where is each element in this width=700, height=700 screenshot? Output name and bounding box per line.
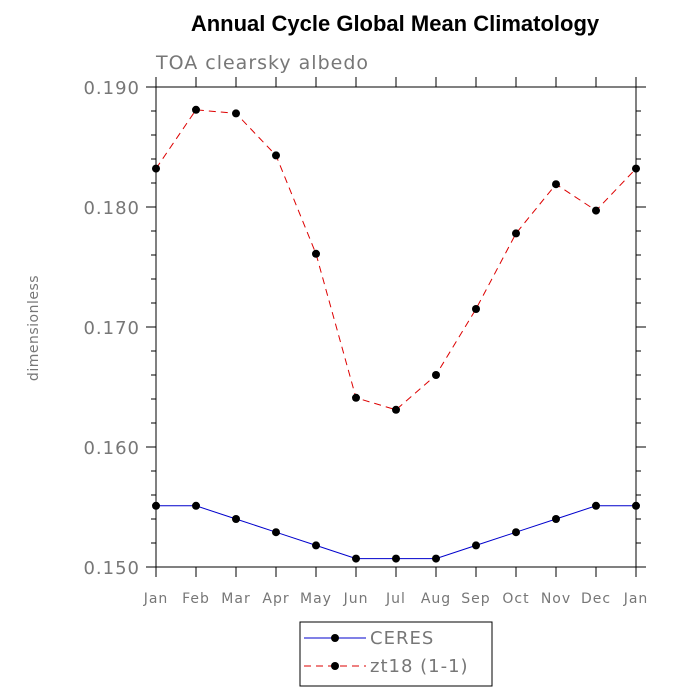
y-tick-label: 0.160 bbox=[83, 438, 140, 459]
data-point-zt18-1-1 bbox=[632, 164, 640, 173]
legend-box bbox=[299, 621, 493, 687]
data-point-ceres bbox=[552, 515, 560, 523]
data-point-ceres bbox=[472, 541, 480, 550]
data-point-ceres bbox=[512, 528, 520, 537]
x-tick-label: Dec bbox=[581, 591, 611, 607]
data-point-zt18-1-1 bbox=[552, 180, 560, 189]
legend-marker-zt18 bbox=[331, 662, 339, 670]
x-tick-label: Jan bbox=[143, 591, 169, 607]
data-point-zt18-1-1 bbox=[352, 393, 360, 402]
series-line-ceres bbox=[156, 505, 636, 560]
data-point-ceres bbox=[392, 554, 400, 563]
x-tick-label: Jul bbox=[385, 591, 406, 607]
x-tick-label: Apr bbox=[262, 591, 289, 607]
legend-marker-ceres bbox=[331, 634, 339, 642]
legend: CERES zt18 (1-1) bbox=[299, 621, 493, 687]
y-tick-label: 0.180 bbox=[83, 198, 140, 219]
series-line-zt18-1-1 bbox=[155, 109, 637, 411]
data-point-ceres bbox=[592, 501, 600, 510]
x-tick-label: May bbox=[300, 591, 332, 607]
legend-label-zt18: zt18 (1-1) bbox=[370, 656, 469, 677]
data-point-ceres bbox=[632, 501, 640, 510]
data-point-zt18-1-1 bbox=[432, 371, 440, 379]
data-point-zt18-1-1 bbox=[392, 405, 400, 414]
data-point-ceres bbox=[352, 554, 360, 563]
data-point-zt18-1-1 bbox=[472, 305, 480, 313]
x-tick-label: Mar bbox=[221, 591, 250, 607]
data-point-zt18-1-1 bbox=[272, 151, 280, 160]
y-tick-label: 0.190 bbox=[83, 78, 140, 99]
x-tick-label: Sep bbox=[461, 591, 490, 607]
series-layer bbox=[152, 105, 640, 563]
x-tick-label: Jun bbox=[343, 591, 369, 607]
data-point-zt18-1-1 bbox=[312, 249, 320, 258]
data-point-zt18-1-1 bbox=[192, 105, 200, 114]
plot-frame bbox=[155, 86, 637, 568]
y-tick-label: 0.150 bbox=[83, 558, 140, 579]
legend-label-ceres: CERES bbox=[370, 628, 434, 649]
data-point-ceres bbox=[312, 541, 320, 550]
x-tick-label: Oct bbox=[502, 591, 529, 607]
data-point-zt18-1-1 bbox=[592, 206, 600, 215]
data-point-ceres bbox=[152, 501, 160, 510]
data-point-ceres bbox=[432, 554, 440, 563]
chart-subtitle: TOA clearsky albedo bbox=[155, 52, 369, 74]
axes: 0.150 0.160 0.170 0.180 0.190 Jan Feb Mar Apr May… bbox=[83, 77, 649, 607]
x-tick-label: Jan bbox=[623, 591, 649, 607]
y-tick-label: 0.170 bbox=[83, 318, 140, 339]
x-tick-label: Aug bbox=[421, 591, 451, 607]
y-axis-label: dimensionless bbox=[26, 275, 42, 381]
data-point-ceres bbox=[192, 501, 200, 510]
chart-title: Annual Cycle Global Mean Climatology bbox=[191, 11, 600, 36]
x-tick-label: Feb bbox=[182, 591, 210, 607]
data-point-zt18-1-1 bbox=[232, 109, 240, 118]
data-point-zt18-1-1 bbox=[512, 229, 520, 238]
x-tick-label: Nov bbox=[541, 591, 571, 607]
data-point-ceres bbox=[232, 515, 240, 523]
data-point-ceres bbox=[272, 528, 280, 537]
data-point-zt18-1-1 bbox=[152, 164, 160, 173]
